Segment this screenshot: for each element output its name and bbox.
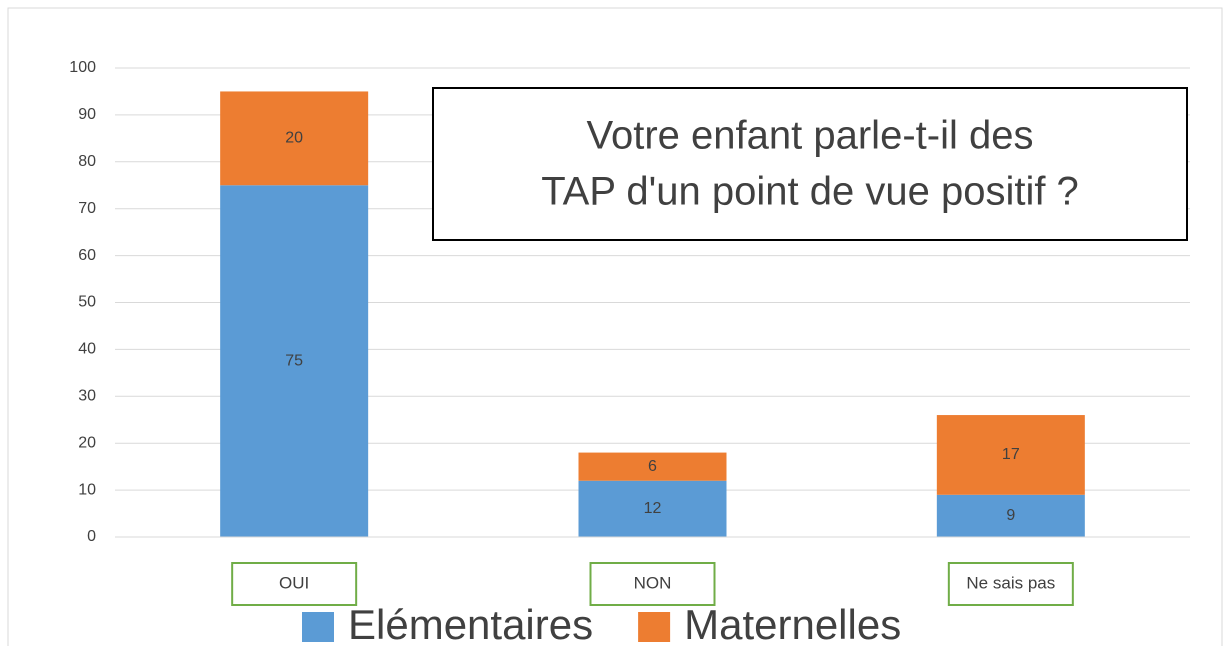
data-label: 9 [1006,507,1015,524]
y-tick-label: 10 [78,481,96,498]
y-tick-label: 70 [78,200,96,217]
bar-segment [936,415,1085,495]
y-tick-label: 100 [69,59,96,76]
chart-border [7,7,1223,646]
data-label: 6 [648,458,657,475]
title-box [432,87,1188,241]
x-tick-label: NON [634,573,672,592]
bar-segment [578,452,727,481]
category-box [589,562,716,606]
y-tick-label: 90 [78,106,96,123]
y-tick-label: 30 [78,388,96,405]
y-tick-label: 50 [78,294,96,311]
y-tick-label: 0 [87,528,96,545]
data-label: 20 [285,130,303,147]
bar-segment [936,494,1085,537]
bar-segment [578,480,727,537]
legend-swatch [302,612,334,642]
y-tick-label: 60 [78,247,96,264]
category-box [231,562,358,606]
data-label: 12 [644,500,662,517]
y-tick-label: 20 [78,434,96,451]
chart-title: Votre enfant parle-t-il des [587,114,1034,158]
data-label: 17 [1002,446,1020,463]
y-tick-label: 40 [78,341,96,358]
x-tick-label: OUI [279,573,309,592]
x-tick-label: Ne sais pas [966,573,1055,592]
bar-segment [220,185,369,537]
legend-label: Maternelles [684,601,901,646]
bar-segment [220,91,369,186]
category-box [947,562,1074,606]
data-label: 75 [285,352,303,369]
legend-swatch [638,612,671,642]
legend-label: Elémentaires [348,601,593,646]
chart-title: TAP d'un point de vue positif ? [541,170,1079,214]
y-tick-label: 80 [78,153,96,170]
